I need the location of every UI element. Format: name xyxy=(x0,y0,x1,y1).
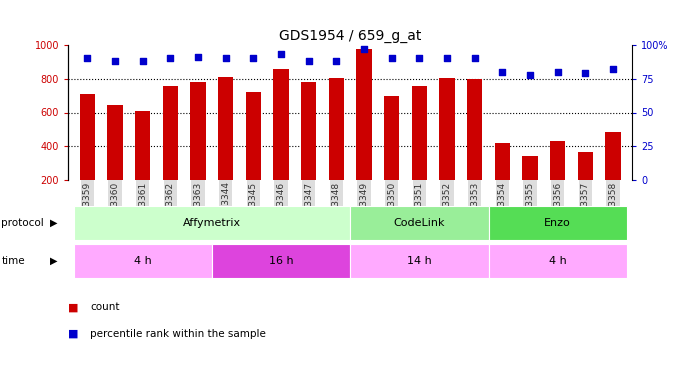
Bar xyxy=(384,96,399,180)
Bar xyxy=(350,206,488,240)
Point xyxy=(220,56,231,62)
Point xyxy=(524,72,535,78)
Bar xyxy=(495,143,510,180)
Point xyxy=(165,56,176,62)
Bar xyxy=(73,206,350,240)
Bar xyxy=(218,77,233,180)
Bar xyxy=(605,132,621,180)
Bar xyxy=(488,244,627,278)
Bar xyxy=(301,82,316,180)
Text: time: time xyxy=(1,256,25,266)
Bar xyxy=(488,206,627,240)
Bar xyxy=(412,86,427,180)
Text: Affymetrix: Affymetrix xyxy=(183,218,241,228)
Point xyxy=(82,56,92,62)
Point xyxy=(608,66,619,72)
Bar xyxy=(273,69,288,180)
Text: 4 h: 4 h xyxy=(549,256,566,266)
Bar xyxy=(550,141,565,180)
Text: ■: ■ xyxy=(68,329,78,339)
Point xyxy=(552,69,563,75)
Point xyxy=(248,56,259,62)
Text: Enzo: Enzo xyxy=(544,218,571,228)
Text: CodeLink: CodeLink xyxy=(394,218,445,228)
Bar xyxy=(80,94,95,180)
Bar xyxy=(190,82,205,180)
Point xyxy=(469,56,480,62)
Point xyxy=(137,58,148,64)
Point xyxy=(275,51,286,57)
Text: ■: ■ xyxy=(68,303,78,312)
Point xyxy=(192,54,203,60)
Bar xyxy=(245,92,261,180)
Point xyxy=(331,58,342,64)
Text: count: count xyxy=(90,303,120,312)
Point xyxy=(386,56,397,62)
Bar xyxy=(439,78,455,180)
Text: ▶: ▶ xyxy=(50,218,57,228)
Bar xyxy=(350,244,488,278)
Text: 4 h: 4 h xyxy=(134,256,152,266)
Text: 16 h: 16 h xyxy=(269,256,293,266)
Bar xyxy=(522,156,538,180)
Text: percentile rank within the sample: percentile rank within the sample xyxy=(90,329,267,339)
Text: protocol: protocol xyxy=(1,218,44,228)
Title: GDS1954 / 659_g_at: GDS1954 / 659_g_at xyxy=(279,28,422,43)
Bar xyxy=(212,244,350,278)
Bar xyxy=(467,79,482,180)
Bar xyxy=(73,244,212,278)
Bar xyxy=(135,111,150,180)
Point xyxy=(441,56,452,62)
Point xyxy=(580,70,591,76)
Point xyxy=(303,58,314,64)
Point xyxy=(497,69,508,75)
Point xyxy=(414,56,425,62)
Text: ▶: ▶ xyxy=(50,256,57,266)
Point xyxy=(109,58,120,64)
Bar xyxy=(578,152,593,180)
Point xyxy=(358,46,369,52)
Bar xyxy=(107,105,122,180)
Bar xyxy=(163,86,178,180)
Text: 14 h: 14 h xyxy=(407,256,432,266)
Bar xyxy=(356,49,372,180)
Bar xyxy=(328,78,344,180)
